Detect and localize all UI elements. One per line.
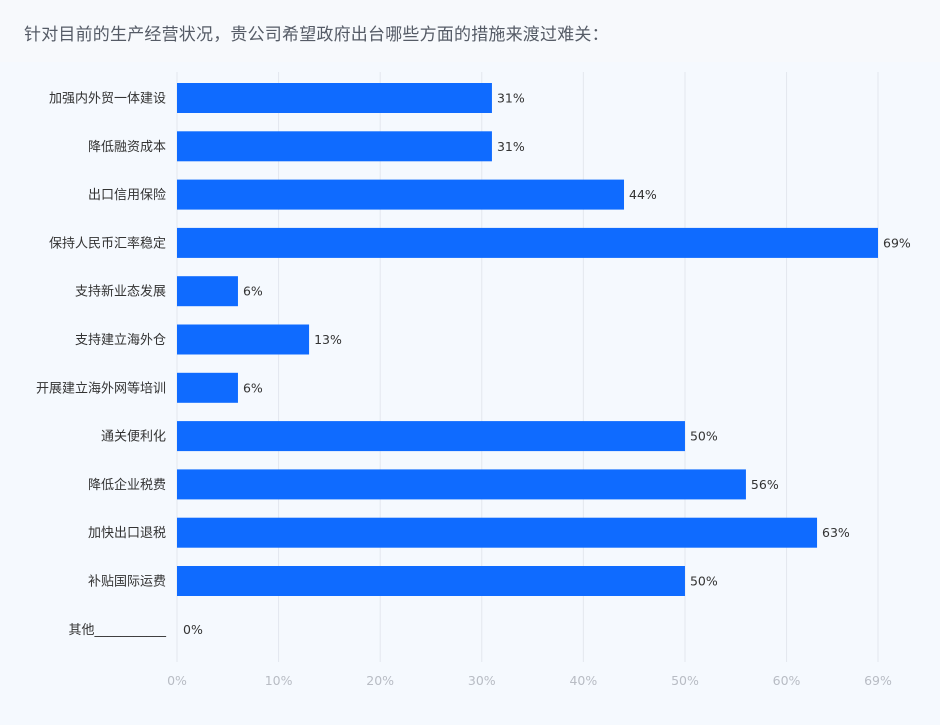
question-header: 针对目前的生产经营状况，贵公司希望政府出台哪些方面的措施来渡过难关： xyxy=(0,0,940,62)
question-title: 针对目前的生产经营状况，贵公司希望政府出台哪些方面的措施来渡过难关： xyxy=(24,25,609,45)
category-label: 支持新业态发展 xyxy=(75,284,166,300)
x-tick-label: 20% xyxy=(366,673,394,688)
x-tick-label: 60% xyxy=(773,673,801,688)
bar xyxy=(177,469,746,500)
value-label: 69% xyxy=(883,235,911,250)
bar xyxy=(177,566,685,596)
category-label: 保持人民币汇率稳定 xyxy=(49,235,166,251)
bar xyxy=(177,517,818,548)
value-label: 6% xyxy=(243,380,263,395)
x-tick-label: 69% xyxy=(864,673,892,688)
category-label: 加快出口退税 xyxy=(88,526,166,541)
category-label: 补贴国际运费 xyxy=(88,575,166,590)
bar-chart-svg: 0% 10% 20% 30% 40% 50% 60% 69% 加强内外贸一体建设 31% 降低融资成… xyxy=(36,72,911,688)
value-label: 56% xyxy=(751,477,779,492)
value-label: 6% xyxy=(243,284,263,299)
x-tick-label: 40% xyxy=(569,673,597,688)
bar xyxy=(177,276,238,307)
category-label: 加强内外贸一体建设 xyxy=(49,91,166,107)
category-label: 通关便利化 xyxy=(101,430,166,445)
bar xyxy=(177,179,625,210)
bar xyxy=(177,227,878,258)
value-label: 31% xyxy=(497,91,525,106)
bar xyxy=(177,372,238,403)
category-label: 其他___________ xyxy=(68,623,166,638)
category-label: 开展建立海外网等培训 xyxy=(36,380,166,396)
bar xyxy=(177,131,492,162)
bar xyxy=(177,83,492,113)
value-label: 44% xyxy=(629,187,657,202)
value-label: 0% xyxy=(183,622,203,637)
value-label: 50% xyxy=(690,574,718,589)
x-tick-label: 10% xyxy=(265,673,293,688)
value-label: 63% xyxy=(822,525,850,540)
x-tick-label: 50% xyxy=(671,673,699,688)
x-tick-label: 0% xyxy=(167,673,187,688)
value-label: 50% xyxy=(690,429,718,444)
bar xyxy=(177,324,310,355)
x-tick-label: 30% xyxy=(468,673,496,688)
value-label: 31% xyxy=(497,139,525,154)
category-label: 出口信用保险 xyxy=(88,188,166,203)
bar-chart: 0% 10% 20% 30% 40% 50% 60% 69% 加强内外贸一体建设 31% 降低融资成… xyxy=(0,62,940,725)
value-label: 13% xyxy=(314,332,342,347)
category-label: 降低融资成本 xyxy=(88,140,166,155)
bar xyxy=(177,421,685,452)
category-label: 支持建立海外仓 xyxy=(75,333,166,348)
category-label: 降低企业税费 xyxy=(88,477,166,493)
